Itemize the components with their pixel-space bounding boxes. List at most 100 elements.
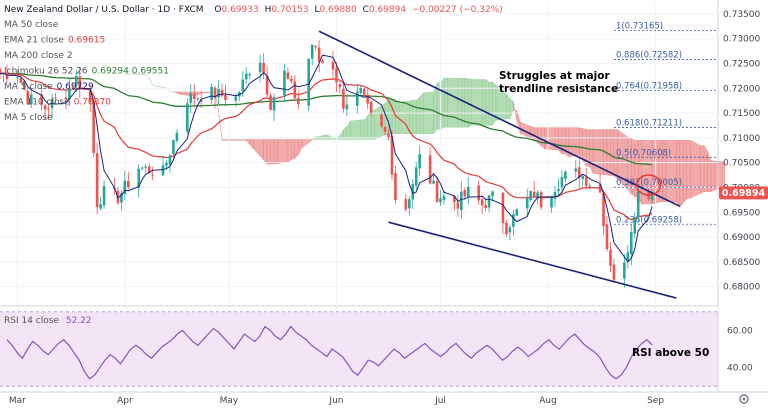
- legend-item-value: 0.69729: [57, 82, 94, 92]
- candlestick: [407, 196, 411, 216]
- kumo-segment: [686, 140, 691, 200]
- current-price-label: 0.69894: [722, 188, 766, 199]
- candle-body: [307, 58, 311, 106]
- time-tick-label: Jul: [434, 396, 446, 406]
- kumo-segment: [270, 139, 275, 165]
- candlestick: [102, 180, 106, 209]
- candlestick: [192, 83, 196, 108]
- candlestick: [387, 128, 390, 141]
- candle-body: [102, 185, 106, 206]
- candlestick: [626, 244, 630, 268]
- candle-body: [331, 61, 335, 70]
- candle-body: [387, 133, 390, 138]
- rsi-annotation: RSI above 50: [632, 347, 709, 359]
- fibonacci-levels: 1(0.73165) 0.886(0.72582) 0.764(0.71958) 0.…: [613, 22, 716, 225]
- candle-body: [71, 87, 75, 88]
- candlestick: [172, 139, 175, 160]
- candle-body: [456, 202, 460, 209]
- price-tick-label: 0.68500: [723, 258, 760, 268]
- candlestick: [574, 160, 578, 178]
- candlestick: [210, 83, 213, 104]
- price-tick-label: 0.70500: [723, 159, 760, 169]
- legend-item: EMA 21 close 0.69615: [4, 36, 105, 46]
- candlestick: [453, 195, 456, 211]
- candlestick: [338, 80, 342, 94]
- time-axis[interactable]: Mar Apr May Jun Jul Aug Sep: [9, 396, 664, 406]
- rsi-axis[interactable]: 60.00 40.00: [727, 326, 753, 373]
- kumo-segment: [294, 139, 299, 159]
- kumo-segment: [367, 110, 372, 140]
- candle-body: [26, 91, 30, 105]
- settings-gear-icon[interactable]: [739, 394, 749, 404]
- candlestick: [362, 87, 366, 98]
- candlestick: [588, 183, 591, 190]
- fib-level-label: 0.382(0.70005): [616, 178, 682, 188]
- kumo-segment: [287, 139, 292, 163]
- candlestick: [636, 188, 640, 222]
- kumo-segment: [703, 145, 708, 192]
- rsi-legend-value: 52.22: [66, 316, 92, 326]
- chart-header: New Zealand Dollar / U.S. Dollar · 1D · …: [4, 5, 503, 15]
- price-tick-label: 0.69000: [723, 233, 760, 243]
- candlestick: [484, 198, 487, 212]
- candlestick: [623, 254, 626, 288]
- candle-body: [19, 78, 23, 83]
- candlestick: [16, 69, 19, 85]
- candlestick: [29, 89, 33, 109]
- candle-body: [244, 73, 248, 80]
- candlestick: [258, 54, 262, 83]
- kumo-segment: [364, 114, 368, 140]
- candle-body: [186, 103, 189, 132]
- candle-body: [463, 190, 467, 197]
- trendline-annotation-line-1: Struggles at major: [499, 70, 610, 82]
- candle-body: [137, 168, 141, 188]
- resistance-highlight: [635, 174, 662, 196]
- candlestick: [151, 166, 154, 181]
- candle-body: [560, 177, 564, 188]
- kumo-segment: [266, 139, 271, 165]
- candlestick: [345, 94, 349, 116]
- candlestick: [512, 209, 515, 236]
- fib-level-label: 0.5(0.70608): [616, 148, 671, 158]
- candle-body: [480, 199, 484, 206]
- candle-body: [435, 181, 439, 203]
- legend-item-label: EMA 110 close: [4, 98, 70, 108]
- legend-item: MA 50 close: [4, 20, 59, 30]
- candle-body: [442, 196, 446, 201]
- candlestick: [633, 212, 637, 239]
- trendlines[interactable]: [318, 30, 681, 299]
- candle-body: [22, 81, 26, 90]
- candle-body: [335, 68, 338, 83]
- candlestick: [501, 192, 505, 234]
- candlestick: [560, 169, 564, 195]
- candle-body: [120, 193, 123, 203]
- ohlc-o-label: O: [214, 5, 221, 15]
- candle-body: [487, 195, 491, 208]
- candle-body: [258, 62, 262, 73]
- candlestick: [605, 215, 609, 252]
- candle-body: [650, 192, 654, 201]
- ohlc-h-label: H: [265, 5, 272, 15]
- price-tick-label: 0.71000: [723, 134, 760, 144]
- candlestick: [612, 258, 616, 283]
- candlestick: [609, 242, 612, 272]
- candlestick: [439, 190, 442, 206]
- kumo-segment: [579, 127, 583, 161]
- candlestick: [234, 93, 238, 107]
- candle-body: [453, 195, 456, 202]
- candlestick: [564, 170, 567, 183]
- candlestick: [0, 67, 2, 79]
- candlestick: [161, 155, 165, 177]
- ma-5-path: [0, 54, 653, 263]
- candlestick: [75, 69, 78, 93]
- kumo-segment: [544, 127, 556, 150]
- candle-body: [192, 93, 196, 100]
- candlestick: [404, 193, 408, 213]
- candle-body: [321, 60, 324, 64]
- candle-body: [345, 104, 349, 110]
- candlestick: [480, 197, 484, 214]
- kumo-segment: [683, 140, 687, 204]
- time-tick-label: May: [220, 396, 239, 406]
- candlestick: [265, 66, 269, 99]
